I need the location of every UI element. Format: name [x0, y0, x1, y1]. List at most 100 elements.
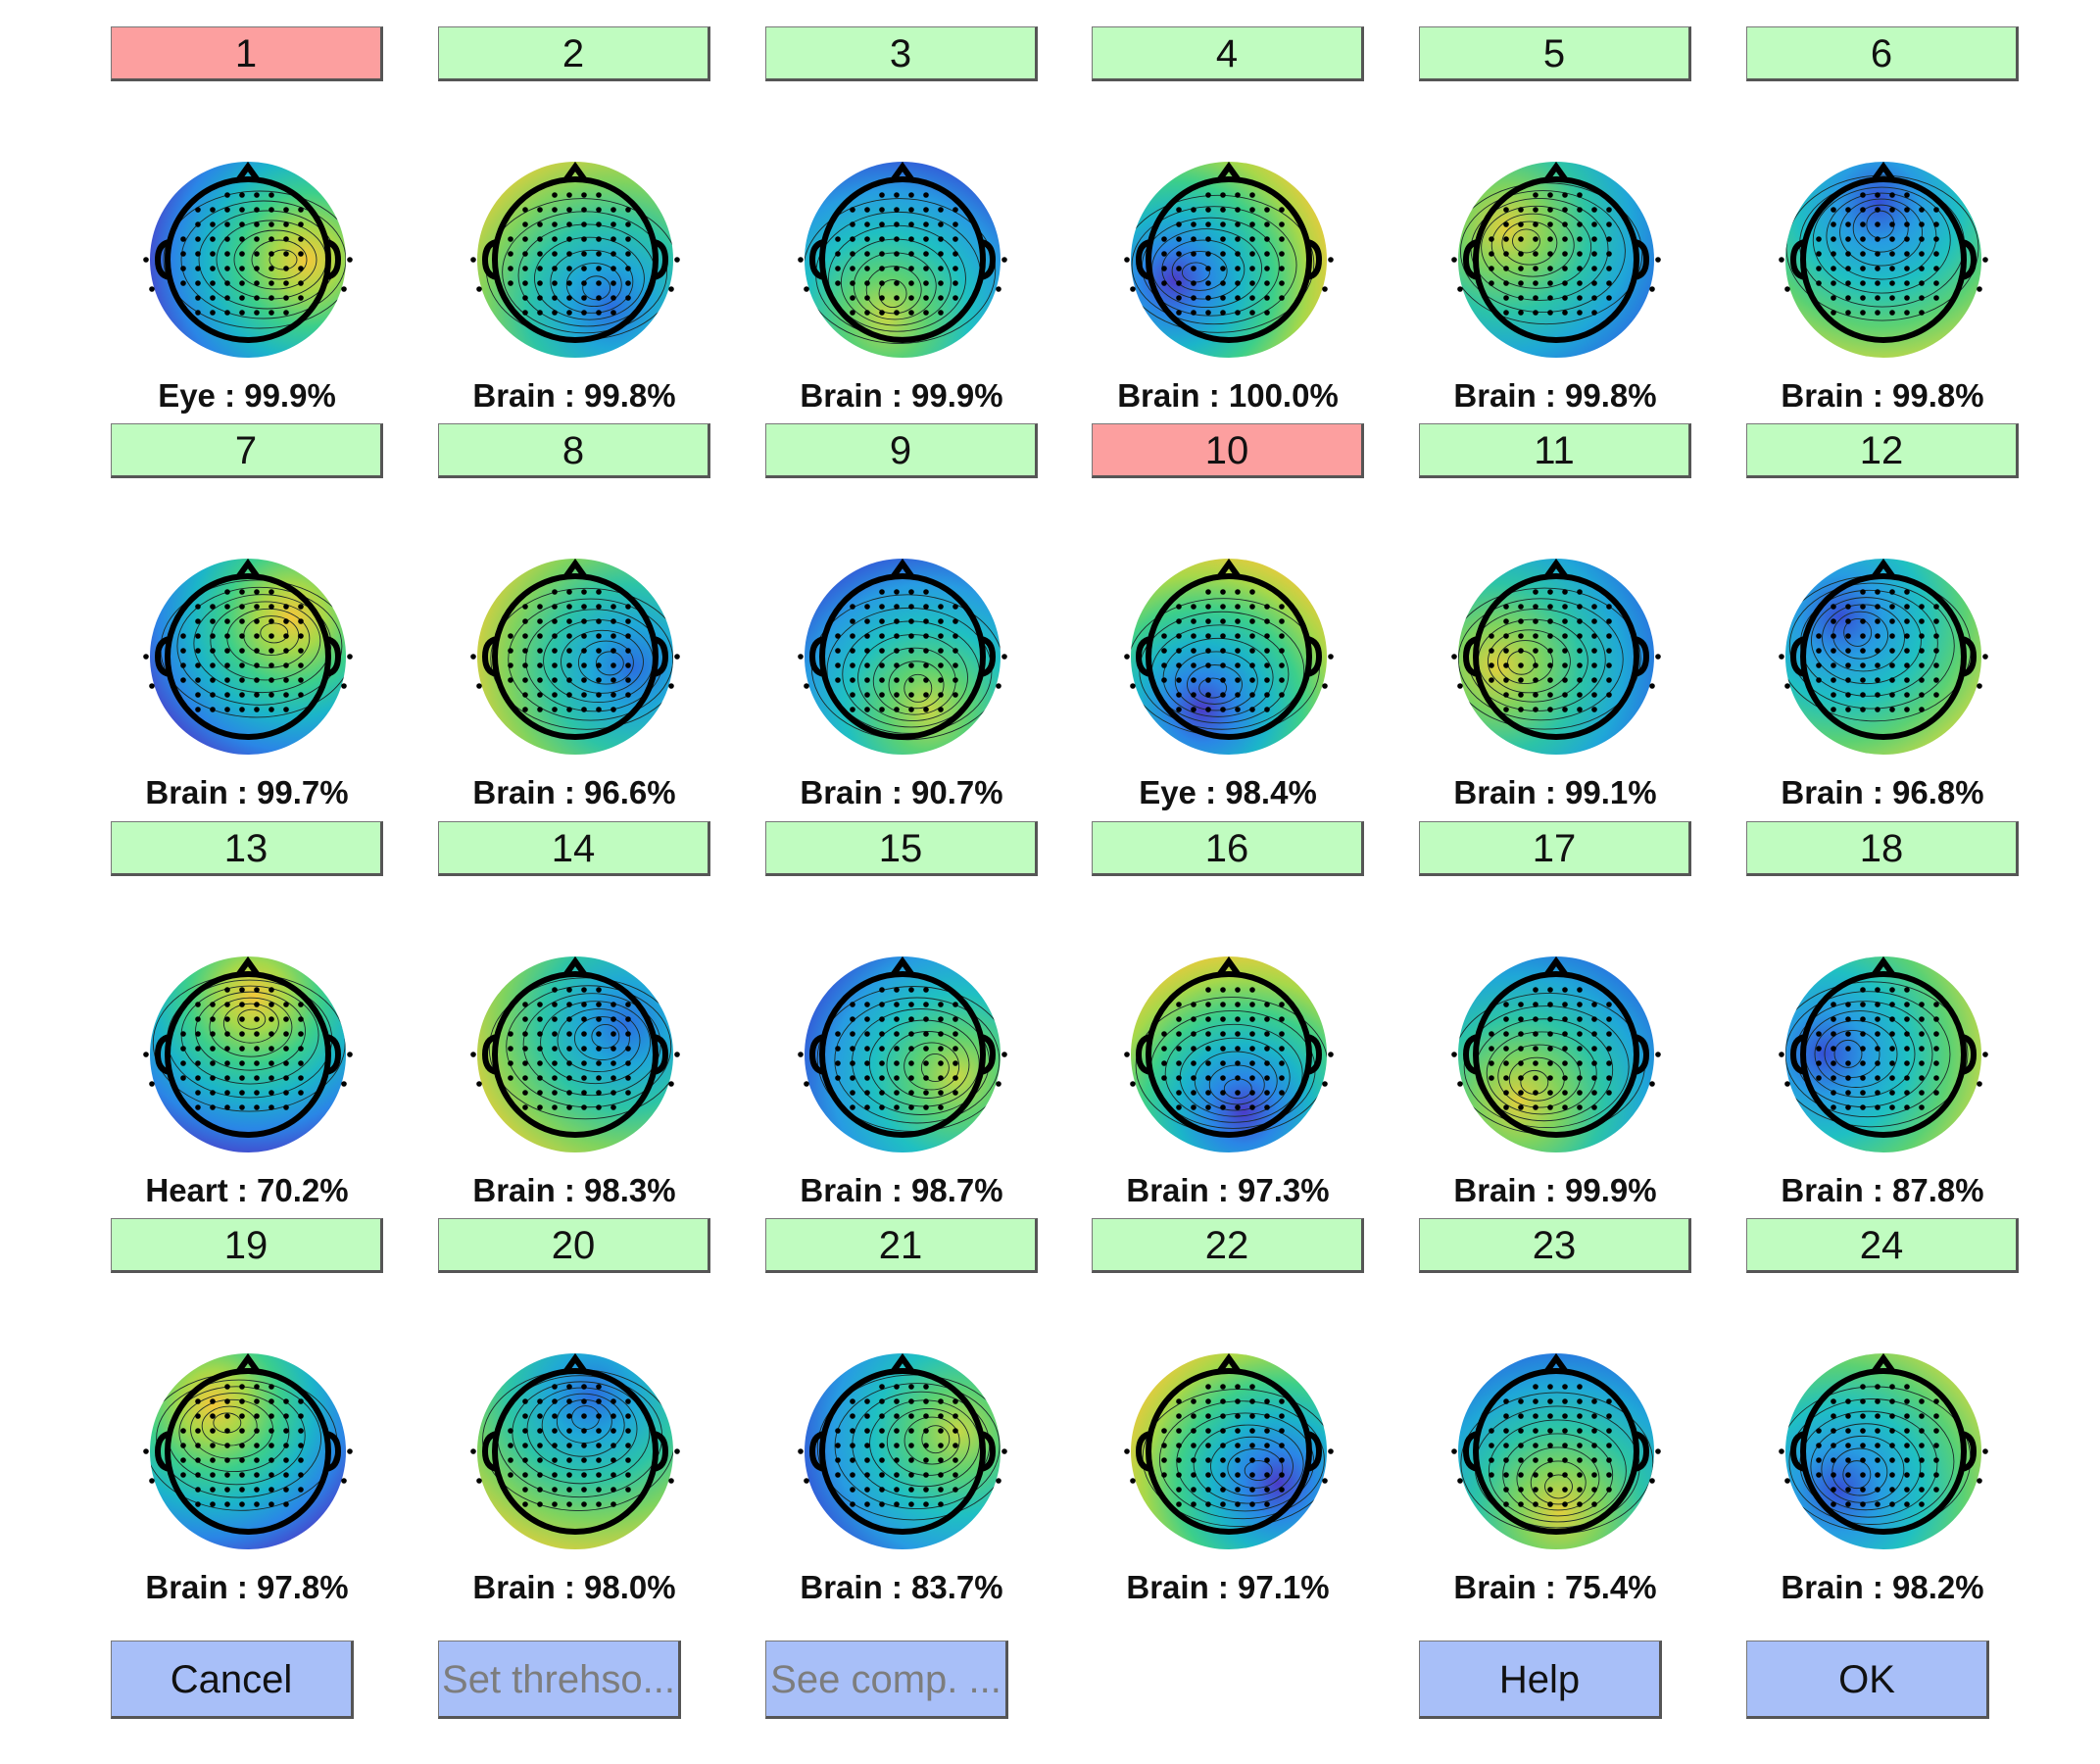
component-cell: 13 Heart : 70.2% [111, 821, 385, 1218]
component-16-button[interactable]: 16 [1092, 821, 1364, 876]
component-label: Brain : 99.1% [1453, 774, 1657, 810]
topo-map[interactable] [1121, 947, 1337, 1162]
component-label: Brain : 98.0% [472, 1569, 676, 1605]
topo-map[interactable] [1121, 1344, 1337, 1559]
component-4-button[interactable]: 4 [1092, 26, 1364, 81]
component-21-button[interactable]: 21 [765, 1218, 1038, 1273]
component-cell: 18 Brain : 87.8% [1746, 821, 2021, 1218]
component-label: Brain : 96.8% [1781, 774, 1984, 810]
component-cell: 17 Brain : 99.9% [1419, 821, 1693, 1218]
component-cell: 21 Brain : 83.7% [765, 1218, 1040, 1615]
component-5-button[interactable]: 5 [1419, 26, 1691, 81]
component-3-button[interactable]: 3 [765, 26, 1038, 81]
topo-map[interactable] [467, 549, 683, 764]
component-label: Eye : 98.4% [1139, 774, 1317, 810]
component-label: Brain : 98.2% [1781, 1569, 1984, 1605]
topo-map[interactable] [1448, 1344, 1664, 1559]
component-label: Brain : 90.7% [800, 774, 1003, 810]
cancel-button[interactable]: Cancel [111, 1641, 354, 1719]
topo-map[interactable] [140, 947, 356, 1162]
topo-map[interactable] [1776, 1344, 1991, 1559]
set-threshold-button: Set threhso... [438, 1641, 681, 1719]
component-9-button[interactable]: 9 [765, 423, 1038, 478]
component-1-button[interactable]: 1 [111, 26, 383, 81]
topo-map[interactable] [467, 152, 683, 368]
component-cell: 11 Brain : 99.1% [1419, 423, 1693, 820]
component-cell: 12 Brain : 96.8% [1746, 423, 2021, 820]
component-cell: 6 Brain : 99.8% [1746, 26, 2021, 423]
component-15-button[interactable]: 15 [765, 821, 1038, 876]
component-cell: 1 Eye : 99.9% [111, 26, 385, 423]
component-label: Brain : 96.6% [472, 774, 676, 810]
component-23-button[interactable]: 23 [1419, 1218, 1691, 1273]
component-cell: 15 Brain : 98.7% [765, 821, 1040, 1218]
component-cell: 9 Brain : 90.7% [765, 423, 1040, 820]
component-cell: 4 Brain : 100.0% [1092, 26, 1366, 423]
component-label: Brain : 99.7% [145, 774, 349, 810]
component-label: Eye : 99.9% [158, 377, 336, 414]
help-button[interactable]: Help [1419, 1641, 1662, 1719]
component-label: Brain : 75.4% [1453, 1569, 1657, 1605]
component-label: Brain : 99.8% [1781, 377, 1984, 414]
component-19-button[interactable]: 19 [111, 1218, 383, 1273]
component-10-button[interactable]: 10 [1092, 423, 1364, 478]
component-cell: 2 Brain : 99.8% [438, 26, 712, 423]
component-cell: 8 Brain : 96.6% [438, 423, 712, 820]
component-7-button[interactable]: 7 [111, 423, 383, 478]
topo-map[interactable] [1448, 152, 1664, 368]
component-22-button[interactable]: 22 [1092, 1218, 1364, 1273]
component-24-button[interactable]: 24 [1746, 1218, 2019, 1273]
topo-map[interactable] [140, 1344, 356, 1559]
component-label: Brain : 100.0% [1117, 377, 1339, 414]
component-label: Brain : 99.9% [1453, 1172, 1657, 1208]
component-cell: 7 Brain : 99.7% [111, 423, 385, 820]
topo-map[interactable] [1776, 152, 1991, 368]
component-label: Brain : 99.8% [472, 377, 676, 414]
topo-map[interactable] [467, 947, 683, 1162]
topo-map[interactable] [795, 152, 1010, 368]
component-label: Heart : 70.2% [145, 1172, 349, 1208]
component-cell: 22 Brain : 97.1% [1092, 1218, 1366, 1615]
component-label: Brain : 97.1% [1126, 1569, 1330, 1605]
component-13-button[interactable]: 13 [111, 821, 383, 876]
component-label: Brain : 83.7% [800, 1569, 1003, 1605]
component-cell: 19 Brain : 97.8% [111, 1218, 385, 1615]
component-11-button[interactable]: 11 [1419, 423, 1691, 478]
component-label: Brain : 97.8% [145, 1569, 349, 1605]
topo-map[interactable] [140, 549, 356, 764]
component-2-button[interactable]: 2 [438, 26, 710, 81]
component-label: Brain : 87.8% [1781, 1172, 1984, 1208]
topo-map[interactable] [1448, 549, 1664, 764]
component-label: Brain : 98.7% [800, 1172, 1003, 1208]
topo-map[interactable] [1121, 549, 1337, 764]
component-12-button[interactable]: 12 [1746, 423, 2019, 478]
component-18-button[interactable]: 18 [1746, 821, 2019, 876]
topo-map[interactable] [1448, 947, 1664, 1162]
topo-map[interactable] [1121, 152, 1337, 368]
component-cell: 16 Brain : 97.3% [1092, 821, 1366, 1218]
topo-map[interactable] [1776, 549, 1991, 764]
component-label: Brain : 97.3% [1126, 1172, 1330, 1208]
topo-map[interactable] [140, 152, 356, 368]
topo-map[interactable] [795, 549, 1010, 764]
component-14-button[interactable]: 14 [438, 821, 710, 876]
see-comp-button: See comp. ... [765, 1641, 1008, 1719]
component-6-button[interactable]: 6 [1746, 26, 2019, 81]
topo-map[interactable] [795, 947, 1010, 1162]
component-20-button[interactable]: 20 [438, 1218, 710, 1273]
topo-map[interactable] [1776, 947, 1991, 1162]
component-17-button[interactable]: 17 [1419, 821, 1691, 876]
component-cell: 14 Brain : 98.3% [438, 821, 712, 1218]
component-cell: 24 Brain : 98.2% [1746, 1218, 2021, 1615]
topo-map[interactable] [467, 1344, 683, 1559]
topo-map[interactable] [795, 1344, 1010, 1559]
component-cell: 5 Brain : 99.8% [1419, 26, 1693, 423]
component-cell: 10 Eye : 98.4% [1092, 423, 1366, 820]
component-cell: 3 Brain : 99.9% [765, 26, 1040, 423]
component-8-button[interactable]: 8 [438, 423, 710, 478]
component-cell: 20 Brain : 98.0% [438, 1218, 712, 1615]
component-cell: 23 Brain : 75.4% [1419, 1218, 1693, 1615]
ok-button[interactable]: OK [1746, 1641, 1989, 1719]
component-label: Brain : 98.3% [472, 1172, 676, 1208]
component-label: Brain : 99.8% [1453, 377, 1657, 414]
